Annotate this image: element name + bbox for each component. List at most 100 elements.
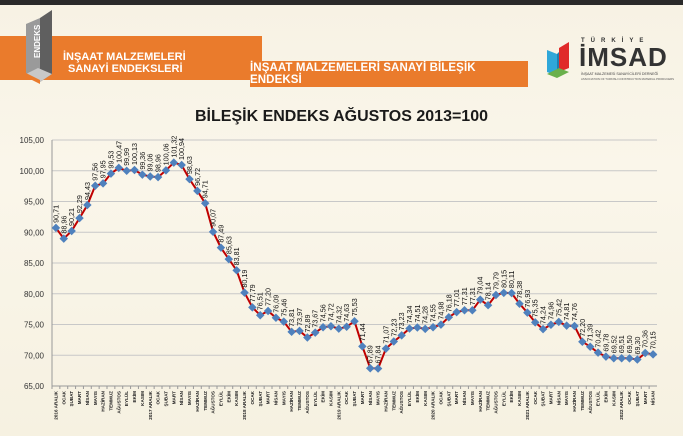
data-label: 85,63 [224, 236, 233, 254]
data-label: 99,99 [122, 148, 131, 166]
data-point-marker [185, 174, 194, 184]
data-point-marker [334, 324, 344, 333]
x-tick-label: EKİM [225, 391, 231, 403]
data-point-marker [397, 331, 406, 340]
x-tick-label: KASIM [140, 391, 145, 406]
x-tick-label: AĞUSTOS [492, 391, 499, 414]
imsad-logo: TÜRKİYE İMSAD İNŞAAT MALZEMESİ SANAYİCİL… [545, 36, 680, 86]
data-label: 98,63 [185, 156, 194, 174]
y-tick-label: 85,00 [24, 259, 45, 268]
x-tick-label: MAYIS [187, 391, 192, 405]
imsad-logo-sub2: ASSOCIATION OF TURKISH CONSTRUCTION MATE… [581, 77, 674, 81]
x-tick-label: EKİM [131, 391, 137, 403]
data-point-marker [507, 288, 516, 298]
data-point-marker [59, 234, 69, 243]
x-tick-label: ŞUBAT [635, 391, 640, 407]
data-label: 100,47 [114, 141, 123, 163]
data-label: 90,07 [209, 209, 218, 227]
x-tick-label: HAZİRAN [571, 390, 577, 411]
data-label: 80,19 [240, 270, 249, 288]
x-tick-label: MAYIS [376, 391, 381, 405]
data-label: 75,42 [554, 299, 563, 317]
data-label: 72,20 [578, 319, 587, 337]
data-label: 74,76 [570, 303, 579, 321]
x-tick-label: KASIM [329, 391, 334, 406]
x-tick-label: TEMMUZ [297, 391, 302, 411]
x-tick-label: AĞUSTOS [397, 391, 404, 414]
data-point-marker [90, 181, 100, 190]
x-tick-label: 2017 ARALIK [148, 390, 153, 419]
data-label: 90,71 [51, 205, 60, 223]
data-point-marker [83, 200, 92, 210]
data-point-marker [648, 350, 658, 359]
data-label: 69,78 [601, 334, 610, 352]
data-label: 74,72 [326, 303, 335, 321]
data-point-marker [428, 323, 438, 332]
data-point-marker [232, 266, 241, 275]
x-tick-label: TEMMUZ [580, 391, 585, 411]
data-point-marker [523, 308, 532, 317]
x-tick-label: MAYIS [564, 391, 569, 405]
x-tick-label: MAYIS [93, 391, 98, 405]
x-tick-label: TEMMUZ [203, 391, 208, 411]
x-tick-label: 2019 ARALIK [336, 390, 341, 419]
data-label: 75,53 [350, 298, 359, 316]
imsad-logo-sub1: İNŞAAT MALZEMESİ SANAYİCİLERİ DERNEĞİ [581, 72, 659, 76]
data-label: 74,28 [421, 306, 430, 324]
x-tick-label: AĞUSTOS [114, 391, 121, 414]
x-tick-label: 2016 ARALIK [54, 390, 59, 419]
x-tick-label: AĞUSTOS [586, 391, 593, 414]
data-label: 73,81 [287, 309, 296, 327]
data-label: 77,31 [468, 287, 477, 305]
x-tick-label: OCAK [533, 390, 538, 404]
data-label: 74,63 [342, 304, 351, 322]
data-label: 74,96 [546, 302, 555, 320]
data-label: 75,35 [531, 299, 540, 317]
x-tick-label: HAZİRAN [288, 390, 294, 411]
data-label: 73,67 [311, 310, 320, 328]
x-tick-label: OCAK [344, 390, 349, 404]
x-tick-label: HAZİRAN [383, 390, 389, 411]
data-label: 69,51 [617, 335, 626, 353]
x-tick-label: MART [171, 391, 176, 404]
data-point-marker [530, 318, 540, 327]
data-label: 80,11 [507, 271, 516, 288]
y-tick-label: 100,00 [20, 167, 45, 176]
data-point-marker [263, 306, 273, 316]
data-label: 79,79 [491, 272, 500, 290]
data-point-marker [145, 172, 155, 181]
data-point-marker [405, 324, 414, 333]
data-point-marker [153, 172, 163, 182]
data-label: 77,20 [264, 288, 273, 306]
data-label: 78,38 [515, 281, 524, 299]
data-point-marker [633, 355, 642, 364]
y-tick-label: 70,00 [24, 351, 45, 360]
data-label: 94,43 [83, 182, 92, 200]
x-tick-label: OCAK [61, 390, 66, 404]
data-label: 100,06 [161, 143, 170, 165]
endeks-logo-icon [24, 10, 52, 84]
data-point-marker [169, 158, 179, 167]
data-label: 90,21 [67, 208, 76, 226]
data-label: 76,51 [256, 292, 265, 310]
data-point-marker [208, 227, 218, 237]
x-tick-label: 2021 ARALIK [525, 390, 530, 419]
x-tick-label: EYLÜL [406, 391, 412, 406]
data-point-marker [483, 300, 493, 310]
x-tick-label: 2022 ARALIK [619, 390, 624, 419]
data-label: 80,15 [499, 270, 508, 288]
y-tick-label: 75,00 [24, 321, 45, 330]
y-tick-label: 105,00 [20, 136, 45, 145]
data-point-marker [255, 310, 265, 320]
data-point-marker [444, 313, 454, 322]
data-label: 72,23 [389, 319, 398, 337]
x-tick-label: EKİM [508, 391, 514, 403]
endeks-title-line1: İNŞAAT MALZEMELERİ [63, 51, 186, 63]
x-tick-label: MART [77, 391, 82, 404]
x-tick-label: EYLÜL [218, 391, 224, 406]
data-label: 70,42 [594, 330, 603, 348]
x-tick-label: HAZİRAN [477, 390, 483, 411]
data-point-marker [578, 337, 587, 346]
data-label: 77,01 [452, 289, 461, 307]
